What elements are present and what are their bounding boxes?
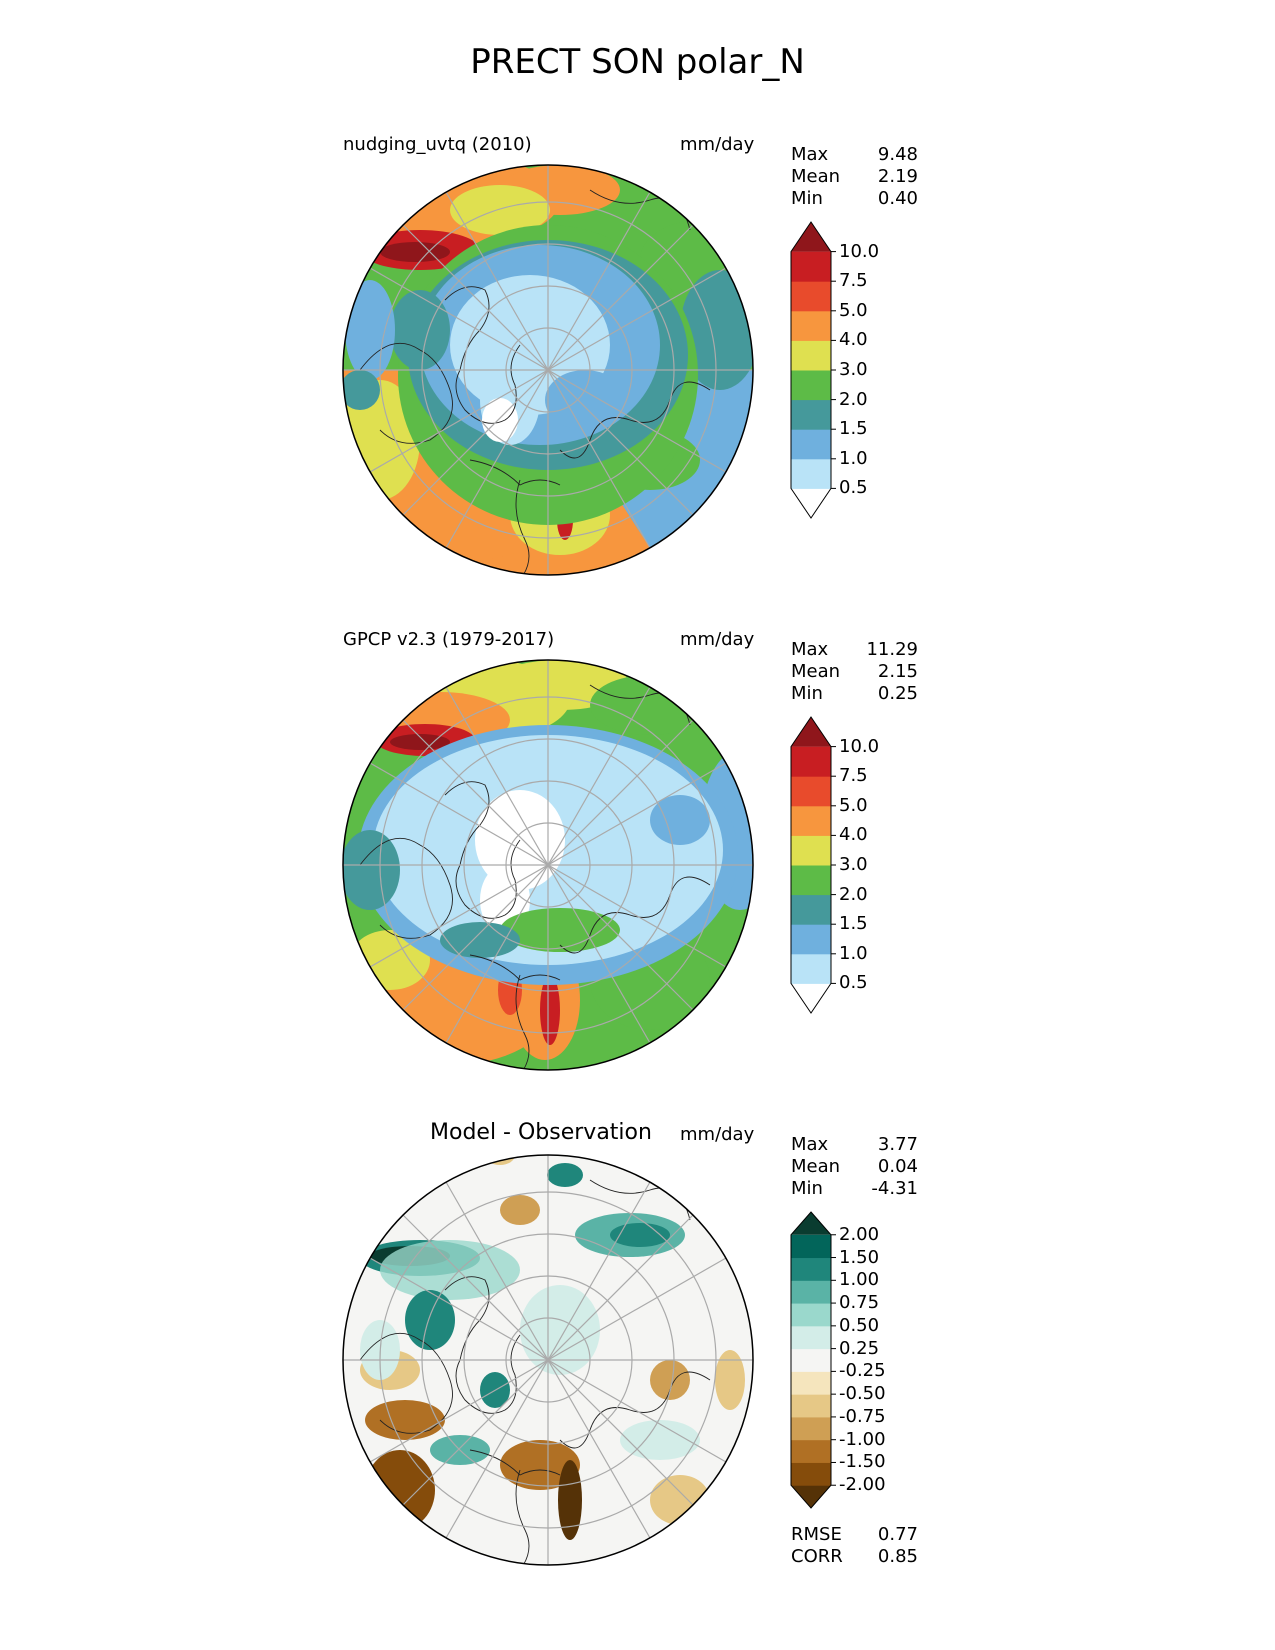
panel-2-map [342, 659, 754, 1071]
panel-3-colorbar-swatch [791, 1416, 831, 1441]
panel-3-title: Model - Observation [430, 1120, 652, 1145]
panel-1-title: nudging_uvtq (2010) [343, 134, 532, 155]
panel-2-colorbar-tick-label: 4.0 [839, 824, 868, 846]
panel-3-colorbar-swatch [791, 1234, 831, 1259]
panel-2-colorbar-tick-label: 1.0 [839, 942, 868, 964]
panel-3-colorbar-tick-label: -1.00 [839, 1428, 886, 1450]
panel-2-colorbar-extend-min [791, 983, 831, 1013]
panel-1-colorbar-tick-label: 4.0 [839, 329, 868, 351]
panel-3-min-label: Min [791, 1178, 823, 1199]
panel-2-colorbar-tick-label: 7.5 [839, 765, 868, 787]
rmse-value: 0.77 [877, 1524, 918, 1545]
panel-3-units: mm/day [680, 1124, 755, 1145]
panel-1-colorbar-tick-label: 10.0 [839, 240, 880, 262]
panel-2-mean-value: 2.15 [877, 661, 918, 682]
panel-3-mean-label: Mean [791, 1156, 841, 1177]
panel-2-colorbar-swatch [791, 746, 831, 777]
panel-2-colorbar-tick-label: 0.5 [839, 972, 868, 994]
panel-1-units: mm/day [680, 134, 755, 155]
panel-1-max-label: Max [791, 144, 829, 165]
panel-1-colorbar-swatch [791, 340, 831, 371]
panel-1-colorbar-swatch [791, 281, 831, 312]
panel-1-colorbar-tick-label: 7.5 [839, 270, 868, 292]
panel-1-max-value: 9.48 [877, 144, 918, 165]
panel-3-colorbar-tick-label: 0.25 [839, 1337, 880, 1359]
panel-1-mean-value: 2.19 [877, 166, 918, 187]
panel-1-colorbar-extend-min [791, 488, 831, 518]
panel-2-colorbar-tick-label: 1.5 [839, 913, 868, 935]
panel-3-colorbar-tick-label: 0.50 [839, 1314, 880, 1336]
panel-2-mean-label: Mean [791, 661, 841, 682]
panel-1-colorbar-tick-label: 5.0 [839, 299, 868, 321]
panel-3-colorbar-swatch [791, 1462, 831, 1486]
panel-1-colorbar-swatch [791, 251, 831, 282]
panel-2-colorbar-tick-label: 10.0 [839, 735, 880, 757]
panel-3-map [342, 1154, 754, 1566]
panel-3-colorbar-tick-label: -0.25 [839, 1360, 886, 1382]
panel-2-colorbar-swatch [791, 805, 831, 836]
panel-3-colorbar-tick-label: 0.75 [839, 1292, 880, 1314]
panel-2-colorbar-tick-label: 3.0 [839, 854, 868, 875]
panel-2-min-label: Min [791, 683, 823, 704]
panel-3-colorbar-tick-label: -2.00 [839, 1474, 886, 1496]
panel-2-colorbar-tick-label: 5.0 [839, 794, 868, 816]
panel-3-min-value: -4.31 [871, 1178, 918, 1199]
panel-3-colorbar-tick-label: -0.50 [839, 1383, 886, 1405]
panel-3-colorbar-extend-min [791, 1485, 831, 1508]
panel-3-colorbar-swatch [791, 1257, 831, 1281]
panel-1-colorbar-extend-max [791, 222, 831, 252]
panel-1-colorbar-swatch [791, 458, 831, 489]
panel-2-colorbar-swatch [791, 865, 831, 896]
panel-1-colorbar-swatch [791, 310, 831, 341]
panel-1-mean-label: Mean [791, 166, 841, 187]
panel-1-colorbar-tick-label: 1.0 [839, 447, 868, 469]
panel-3-max-value: 3.77 [877, 1134, 918, 1155]
panel-1-colorbar-tick-label: 3.0 [839, 359, 868, 380]
panel-3-colorbar-swatch [791, 1439, 831, 1463]
panel-3-colorbar-swatch [791, 1371, 831, 1395]
panel-2-title: GPCP v2.3 (1979-2017) [343, 629, 555, 650]
panel-3-colorbar-tick-label: -0.75 [839, 1405, 886, 1427]
corr-value: 0.85 [877, 1546, 918, 1567]
panel-2-units: mm/day [680, 629, 755, 650]
panel-2-colorbar-swatch [791, 835, 831, 866]
panel-2-min-value: 0.25 [877, 683, 918, 704]
panel-1-colorbar-swatch [791, 399, 831, 430]
panel-3-colorbar-swatch [791, 1325, 831, 1350]
panel-3-colorbar-swatch [791, 1280, 831, 1304]
panel-2-colorbar-swatch [791, 924, 831, 955]
panel-1-min-value: 0.40 [877, 188, 918, 209]
panel-3-colorbar-extend-max [791, 1212, 831, 1235]
panel-3-colorbar-tick-label: 1.50 [839, 1246, 880, 1268]
panel-1-colorbar-tick-label: 1.5 [839, 418, 868, 440]
panel-3-colorbar-tick-label: -1.50 [839, 1451, 886, 1473]
panel-1-colorbar-swatch [791, 370, 831, 401]
corr-label: CORR [791, 1546, 843, 1567]
panel-1-colorbar-tick-label: 2.0 [839, 388, 868, 410]
panel-1-colorbar-swatch [791, 429, 831, 460]
panel-3-colorbar-tick-label: 2.00 [839, 1223, 880, 1245]
rmse-label: RMSE [791, 1524, 842, 1545]
panel-3-colorbar-tick-label: 1.00 [839, 1269, 880, 1291]
panel-3-colorbar-swatch [791, 1348, 831, 1372]
panel-1-colorbar-tick-label: 0.5 [839, 477, 868, 499]
panel-1-map [342, 164, 754, 576]
panel-2-colorbar-swatch [791, 894, 831, 925]
panel-2-max-value: 11.29 [866, 639, 918, 660]
panel-3-colorbar-swatch [791, 1303, 831, 1327]
panel-3-max-label: Max [791, 1134, 829, 1155]
panel-3-mean-value: 0.04 [877, 1156, 918, 1177]
figure-title: PRECT SON polar_N [470, 42, 805, 82]
panel-2-colorbar-swatch [791, 776, 831, 807]
panel-2-colorbar-extend-max [791, 717, 831, 747]
panel-3-colorbar-swatch [791, 1394, 831, 1418]
panel-2-colorbar-tick-label: 2.0 [839, 883, 868, 905]
panel-1-min-label: Min [791, 188, 823, 209]
panel-2-max-label: Max [791, 639, 829, 660]
panel-2-colorbar-swatch [791, 953, 831, 984]
